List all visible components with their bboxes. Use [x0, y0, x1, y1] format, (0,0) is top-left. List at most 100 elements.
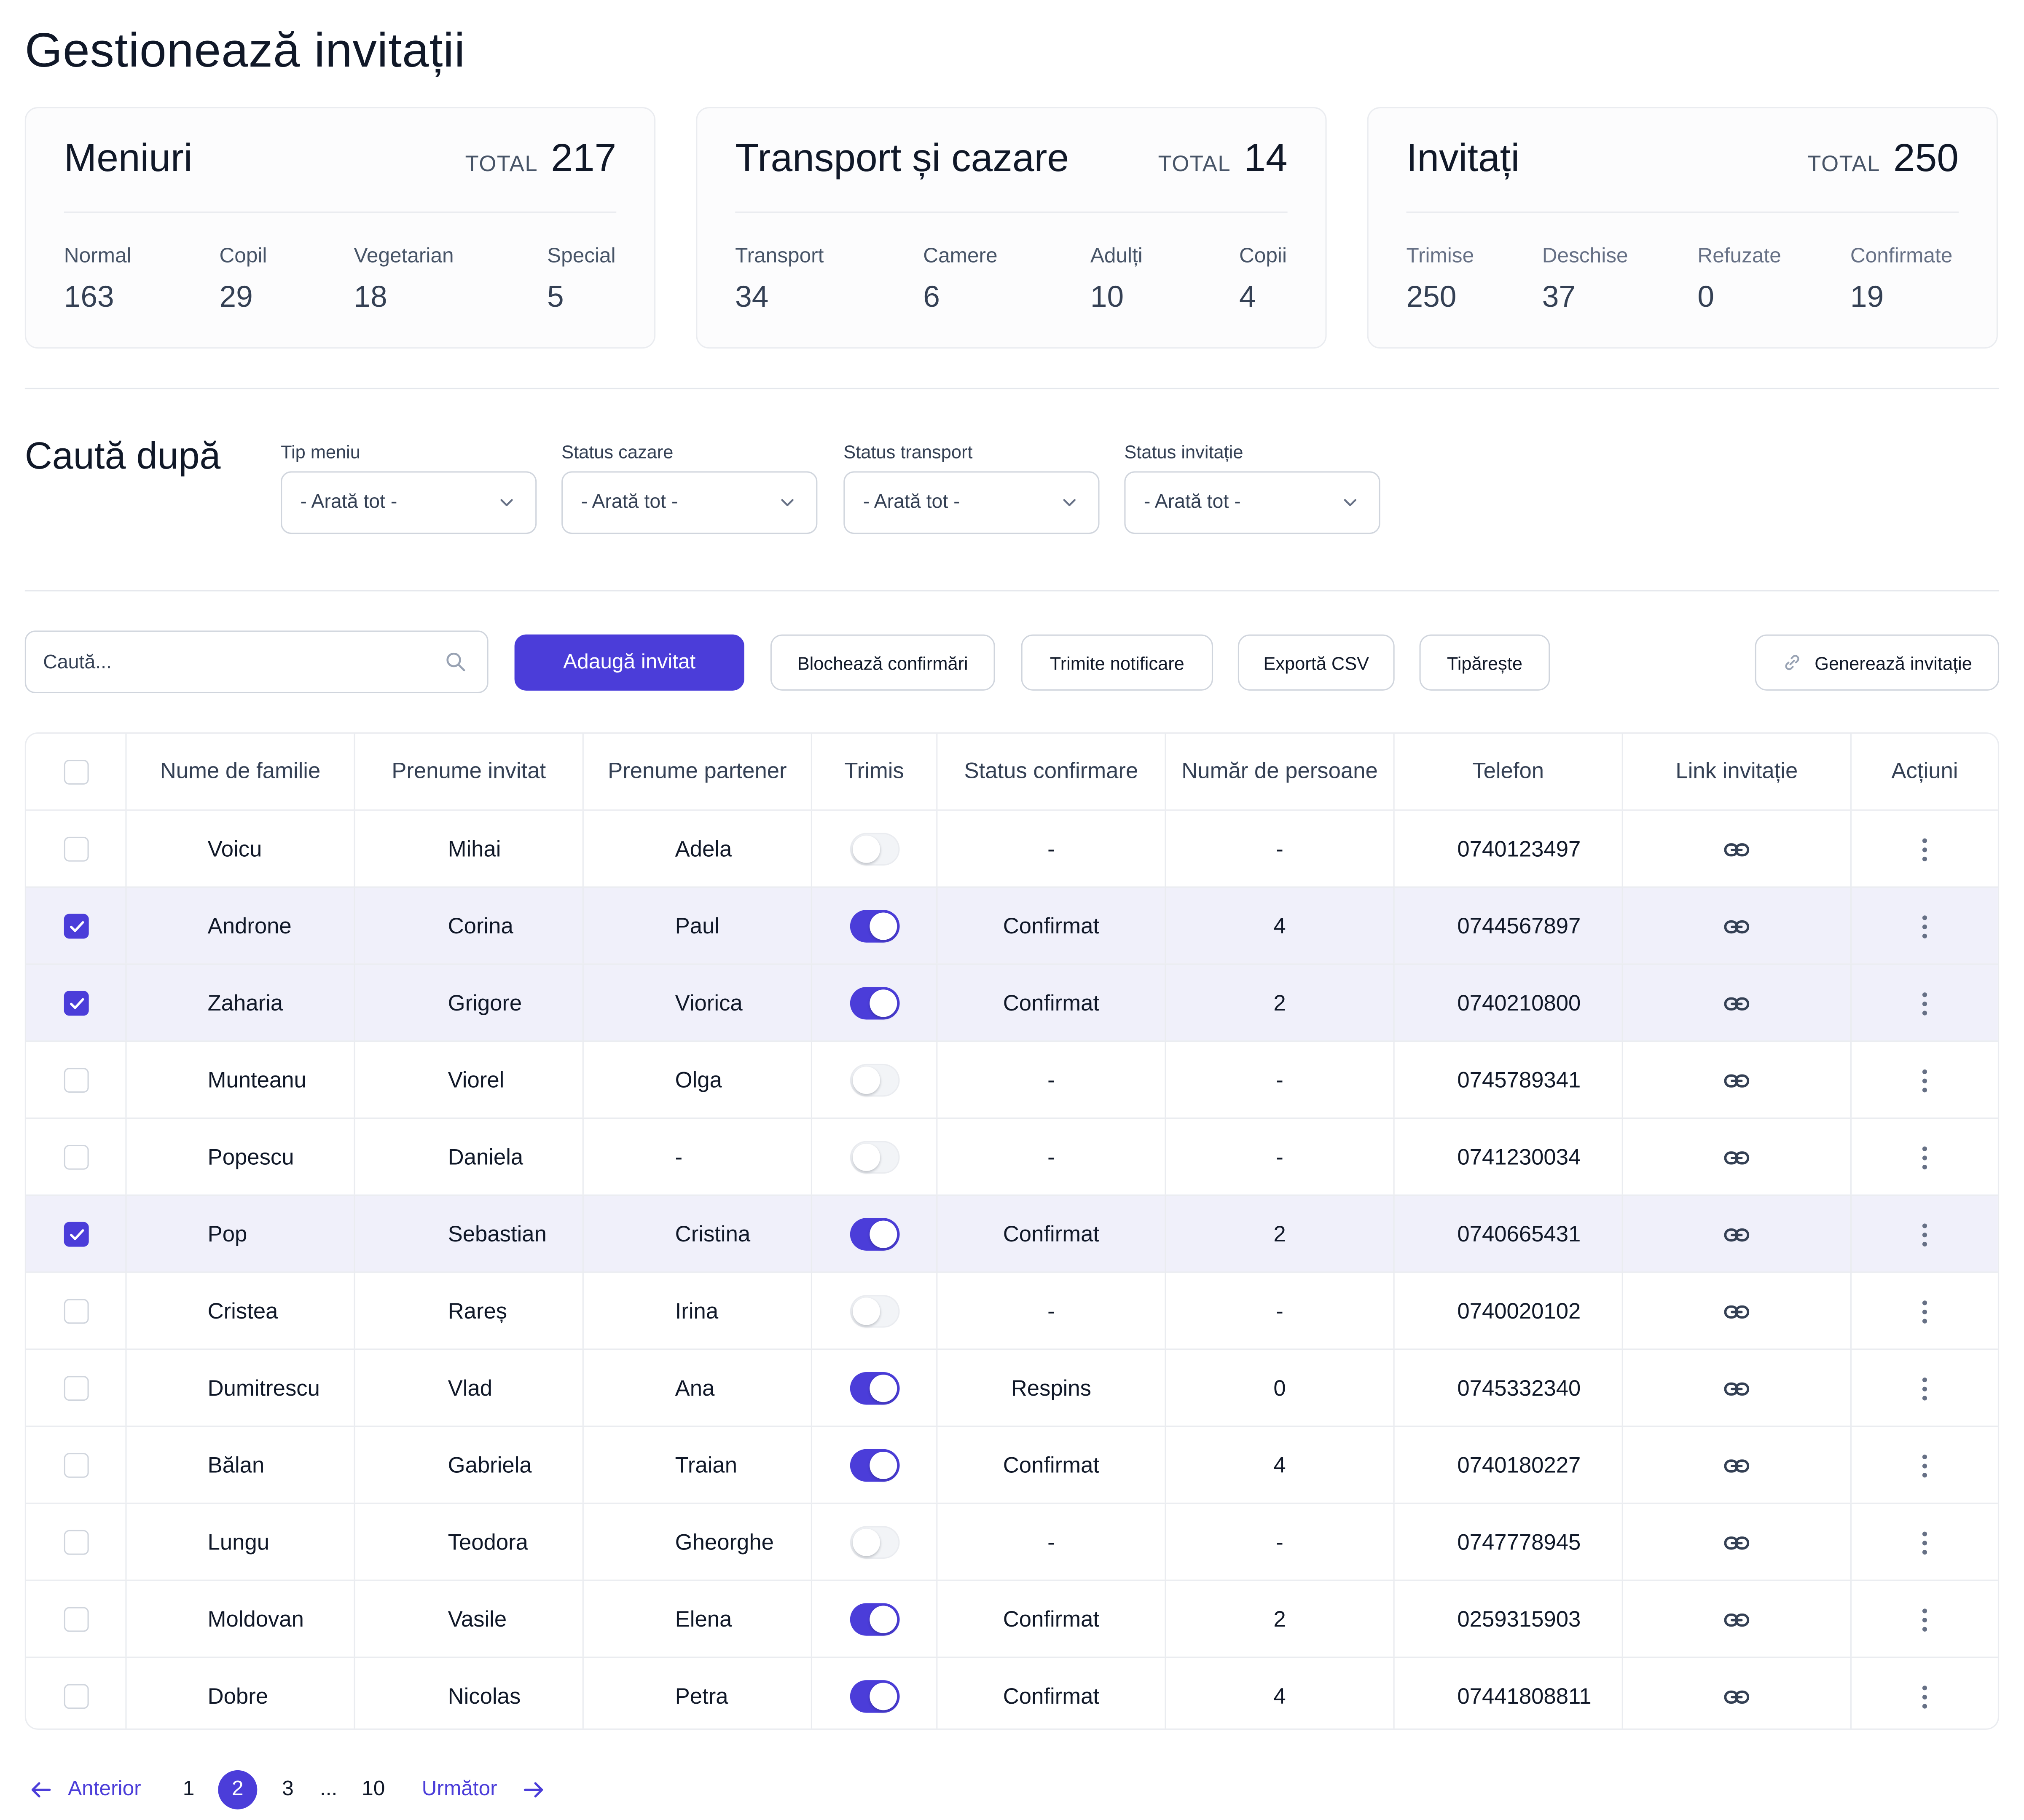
arrow-right-icon[interactable] — [522, 1780, 546, 1801]
link-icon[interactable] — [1722, 1297, 1751, 1326]
select-all-checkbox[interactable] — [64, 760, 89, 785]
table-row[interactable]: Cristea Rareș Irina - -0740020102 — [26, 1271, 1998, 1349]
row-checkbox[interactable] — [64, 1530, 89, 1555]
table-row[interactable]: Voicu Mihai Adela - -0740123497 — [26, 809, 1998, 887]
sent-toggle[interactable] — [850, 910, 900, 943]
sent-toggle[interactable] — [850, 1064, 900, 1097]
more-options-icon[interactable] — [1922, 1608, 1927, 1632]
previous-page-link[interactable]: Anterior — [68, 1778, 141, 1801]
row-checkbox[interactable] — [64, 914, 89, 939]
link-icon[interactable] — [1722, 1606, 1751, 1635]
sent-toggle[interactable] — [850, 1218, 900, 1251]
accommodation-status-select[interactable]: - Arată tot - — [561, 471, 818, 534]
more-options-icon[interactable] — [1922, 838, 1927, 862]
row-checkbox[interactable] — [64, 836, 89, 862]
export-csv-button[interactable]: Exportă CSV — [1237, 634, 1395, 691]
more-options-icon[interactable] — [1922, 1454, 1927, 1478]
print-button[interactable]: Tipărește — [1419, 634, 1550, 691]
sent-toggle[interactable] — [850, 987, 900, 1020]
send-notification-button[interactable]: Trimite notificare — [1021, 634, 1213, 691]
row-checkbox[interactable] — [64, 1068, 89, 1093]
arrow-left-icon[interactable] — [29, 1780, 52, 1801]
column-header-first-name[interactable]: Prenume invitat — [355, 734, 584, 809]
sent-toggle[interactable] — [850, 1295, 900, 1328]
table-row[interactable]: Moldovan Vasile Elena Confirmat 2 0259315903 — [26, 1579, 1998, 1657]
more-options-icon[interactable] — [1922, 1377, 1927, 1401]
row-checkbox[interactable] — [64, 1684, 89, 1709]
generate-invitation-button[interactable]: Generează invitație — [1755, 634, 2000, 691]
more-options-icon[interactable] — [1922, 1223, 1927, 1247]
link-icon[interactable] — [1722, 913, 1751, 941]
column-header-confirmation-status[interactable]: Status confirmare — [937, 734, 1166, 809]
table-row[interactable]: Bălan Gabriela Traian Confirmat 4 0740180227 — [26, 1426, 1998, 1503]
row-checkbox[interactable] — [64, 991, 89, 1016]
link-icon[interactable] — [1722, 1067, 1751, 1095]
table-row[interactable]: Pop Sebastian Cristina Confirmat 2 0740665431 — [26, 1194, 1998, 1272]
stat-sent: Trimise 250 — [1407, 245, 1474, 314]
search-icon[interactable] — [445, 651, 466, 673]
actions-cell — [1852, 811, 1998, 887]
stat-special: Special 5 — [547, 245, 616, 314]
row-checkbox[interactable] — [64, 1376, 89, 1401]
more-options-icon[interactable] — [1922, 1300, 1927, 1324]
link-icon[interactable] — [1722, 1375, 1751, 1403]
sent-toggle[interactable] — [850, 1603, 900, 1636]
column-header-last-name[interactable]: Nume de familie — [127, 734, 355, 809]
first-name-cell: Vlad — [355, 1350, 584, 1426]
table-row[interactable]: Munteanu Viorel Olga - -0745789341 — [26, 1040, 1998, 1118]
link-icon[interactable] — [1722, 836, 1751, 864]
page-link-current[interactable]: 2 — [218, 1770, 258, 1809]
add-guest-button[interactable]: Adaugă invitat — [514, 634, 744, 691]
sent-toggle[interactable] — [850, 1141, 900, 1174]
column-header-persons[interactable]: Număr de persoane — [1166, 734, 1395, 809]
block-confirmations-button[interactable]: Blochează confirmări — [770, 634, 995, 691]
link-icon[interactable] — [1722, 1529, 1751, 1557]
column-header-phone[interactable]: Telefon — [1395, 734, 1623, 809]
table-row[interactable]: Dumitrescu Vlad Ana Respins 0 0745332340 — [26, 1348, 1998, 1426]
table-row[interactable]: Androne Corina Paul Confirmat 4 0744567897 — [26, 886, 1998, 964]
more-options-icon[interactable] — [1922, 992, 1927, 1016]
page-link-1[interactable]: 1 — [183, 1778, 195, 1801]
more-options-icon[interactable] — [1922, 1531, 1927, 1555]
sent-toggle[interactable] — [850, 1526, 900, 1559]
invitation-status-select[interactable]: - Arată tot - — [1124, 471, 1380, 534]
table-row[interactable]: Popescu Daniela - - -0741230034 — [26, 1117, 1998, 1195]
partner-name-cell: Elena — [584, 1581, 812, 1657]
search-input[interactable] — [43, 632, 435, 692]
next-page-link[interactable]: Următor — [421, 1778, 497, 1801]
page-link-3[interactable]: 3 — [282, 1778, 294, 1801]
table-row[interactable]: Dobre Nicolas Petra Confirmat 4 07441808811 — [26, 1656, 1998, 1729]
column-header-invitation-link[interactable]: Link invitație — [1623, 734, 1852, 809]
row-checkbox[interactable] — [64, 1607, 89, 1632]
total-value: 250 — [1893, 137, 1959, 180]
link-icon[interactable] — [1722, 1221, 1751, 1249]
link-icon[interactable] — [1722, 989, 1751, 1018]
card-divider — [1406, 211, 1959, 213]
row-checkbox[interactable] — [64, 1145, 89, 1170]
more-options-icon[interactable] — [1922, 915, 1927, 939]
partner-name-cell: Olga — [584, 1042, 812, 1118]
link-icon[interactable] — [1722, 1452, 1751, 1480]
menu-type-select[interactable]: - Arată tot - — [281, 471, 537, 534]
sent-cell — [812, 810, 938, 887]
table-row[interactable]: Zaharia Grigore Viorica Confirmat 2 074021080… — [26, 963, 1998, 1041]
more-options-icon[interactable] — [1922, 1069, 1927, 1093]
row-checkbox[interactable] — [64, 1299, 89, 1324]
page-link-10[interactable]: 10 — [362, 1778, 385, 1801]
sent-toggle[interactable] — [850, 1680, 900, 1713]
table-row[interactable]: Lungu Teodora Gheorghe - -0747778945 — [26, 1502, 1998, 1580]
stat-label: Normal — [64, 245, 132, 268]
column-header-sent[interactable]: Trimis — [812, 734, 938, 809]
more-options-icon[interactable] — [1922, 1686, 1927, 1709]
sent-toggle[interactable] — [850, 1372, 900, 1405]
sent-toggle[interactable] — [850, 833, 900, 866]
transport-status-select[interactable]: - Arată tot - — [843, 471, 1100, 534]
link-icon[interactable] — [1722, 1683, 1751, 1711]
more-options-icon[interactable] — [1922, 1146, 1927, 1170]
filter-label: Tip meniu — [281, 441, 360, 462]
column-header-partner-name[interactable]: Prenume partener — [584, 734, 812, 809]
link-icon[interactable] — [1722, 1144, 1751, 1172]
sent-toggle[interactable] — [850, 1449, 900, 1482]
row-checkbox[interactable] — [64, 1453, 89, 1478]
row-checkbox[interactable] — [64, 1222, 89, 1247]
